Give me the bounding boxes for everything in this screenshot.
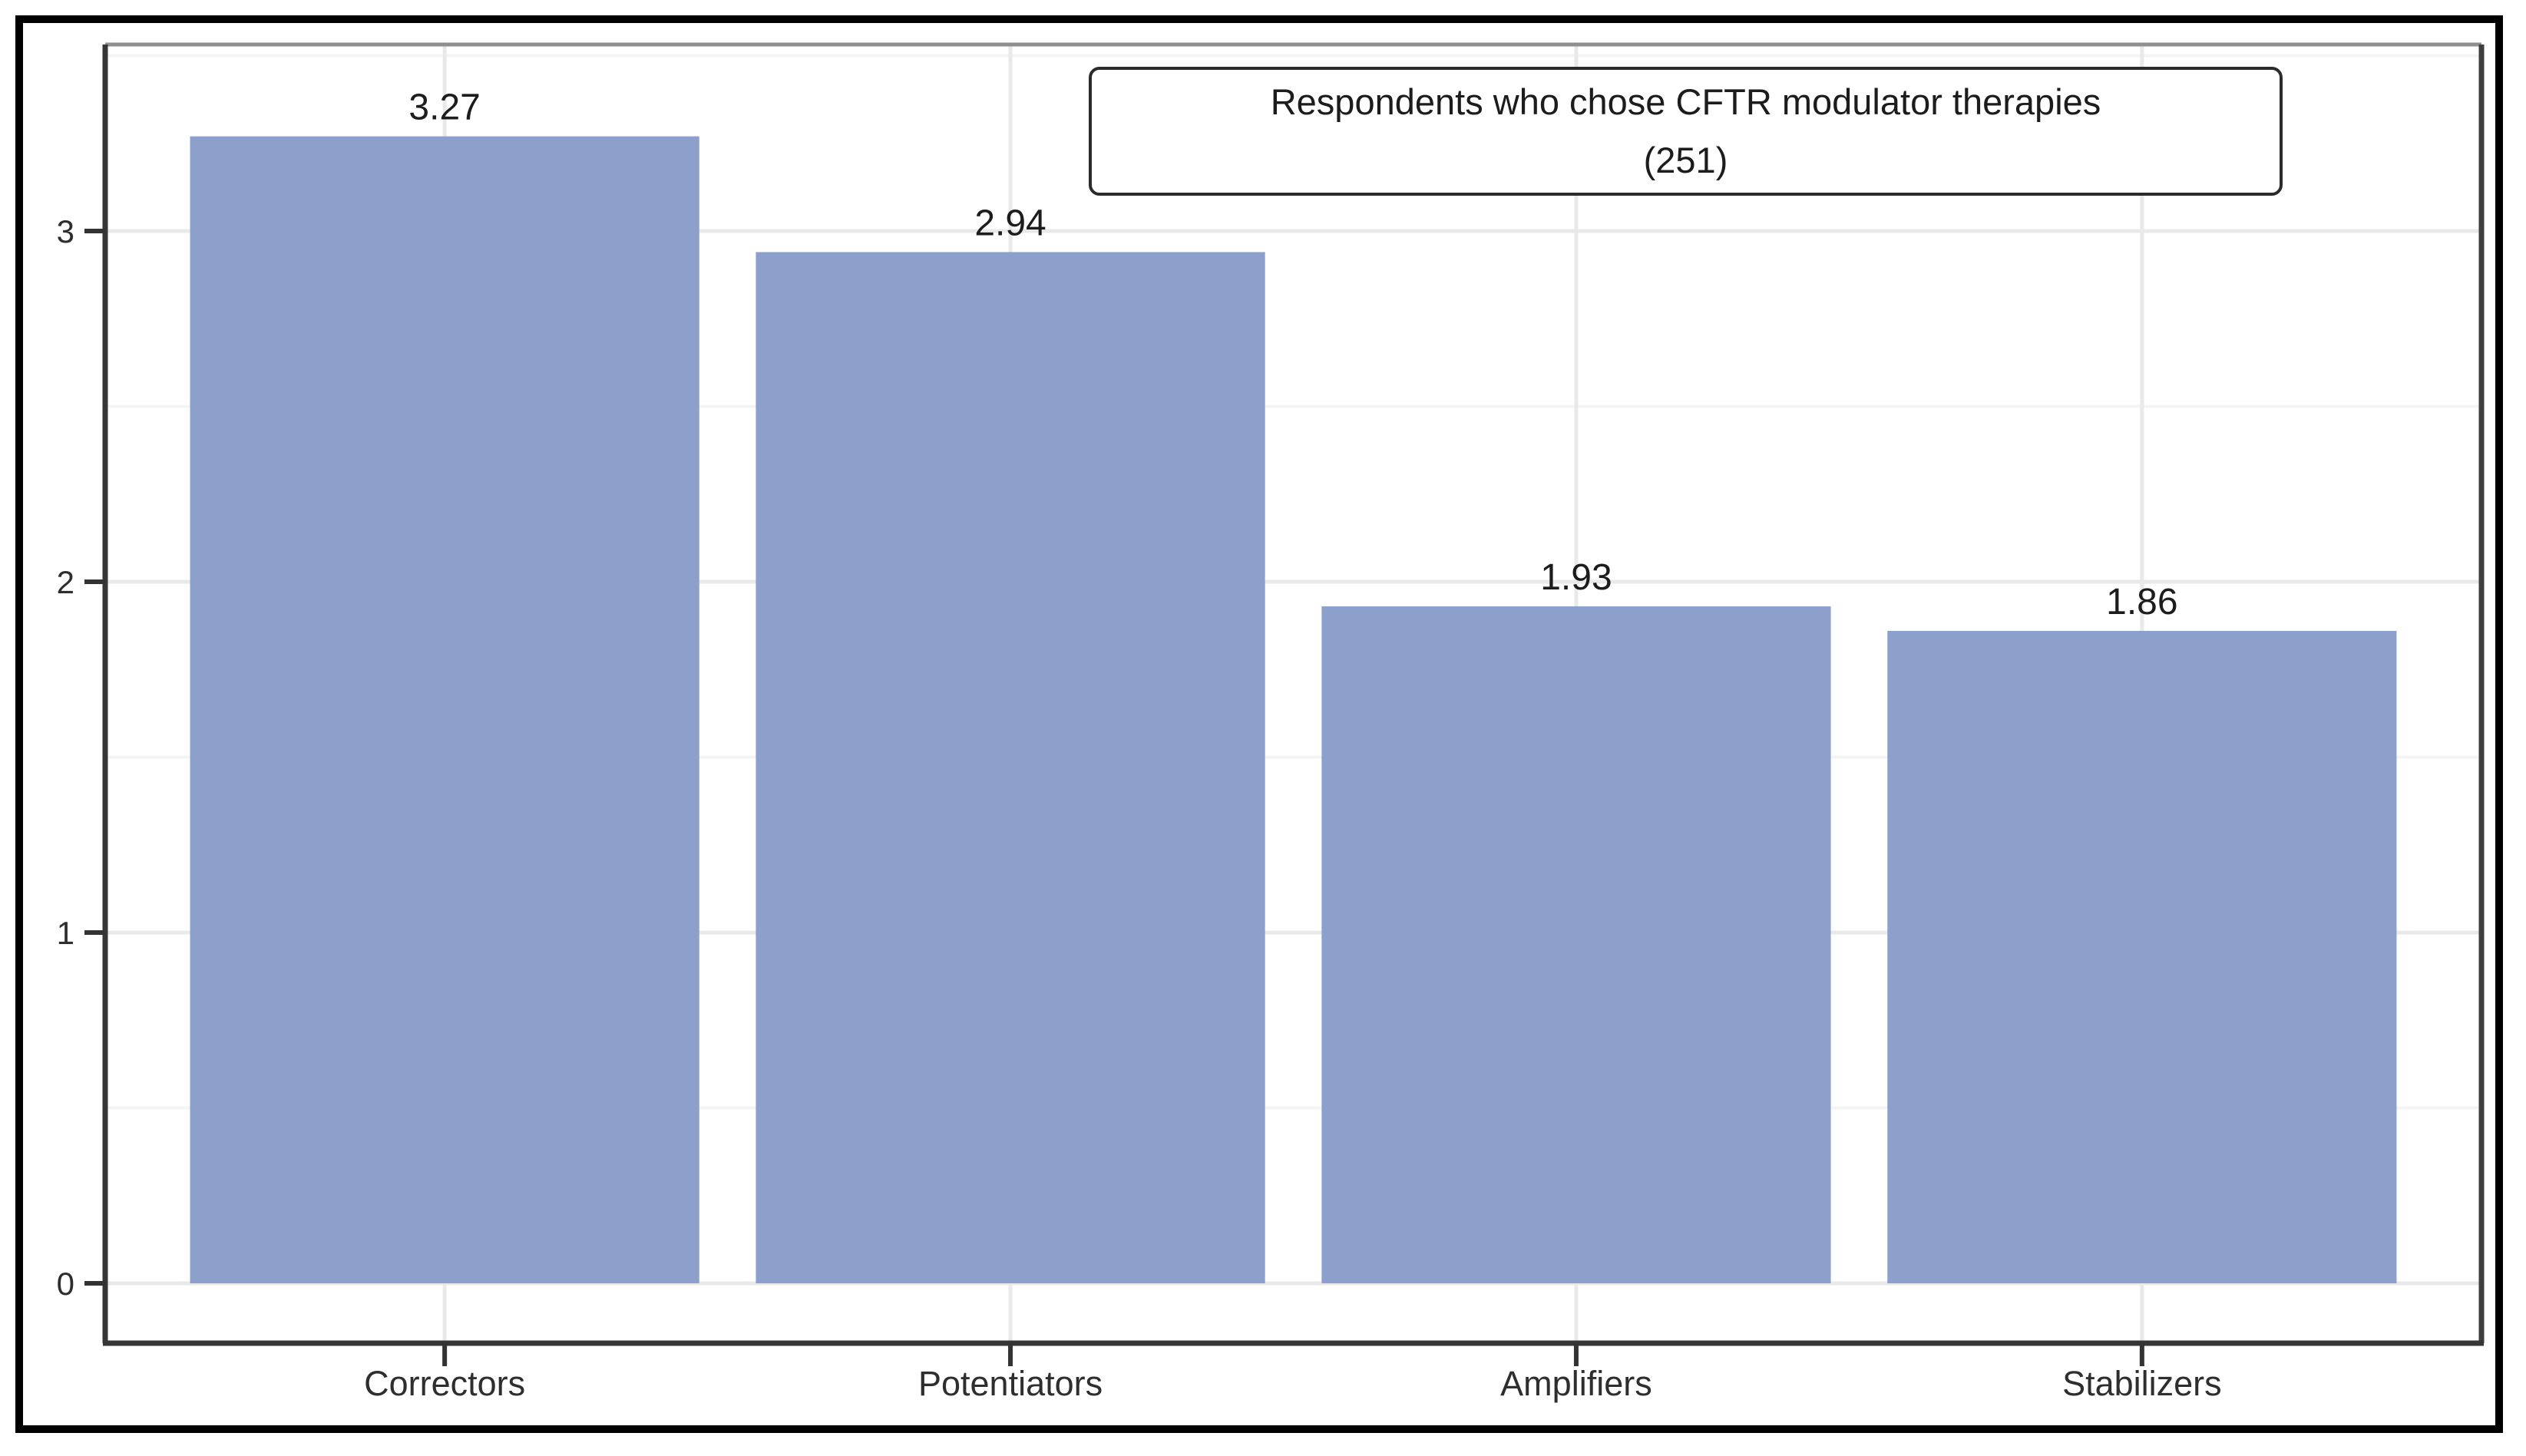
y-tick-label: 2: [57, 564, 74, 600]
chart-title-line1: Respondents who chose CFTR modulator the…: [1270, 81, 2101, 122]
bar-correctors: [190, 136, 699, 1284]
x-category-label-amplifiers: Amplifiers: [1500, 1364, 1652, 1403]
y-tick-label: 3: [57, 213, 74, 249]
chart-title-box: Respondents who chose CFTR modulator the…: [1089, 67, 2283, 196]
chart-title-line2: (251): [1643, 140, 1728, 180]
x-category-label-correctors: Correctors: [364, 1364, 525, 1403]
y-tick-label: 0: [57, 1266, 74, 1302]
bar-value-label-potentiators: 2.94: [974, 203, 1046, 243]
x-category-label-stabilizers: Stabilizers: [2062, 1364, 2222, 1403]
bar-value-label-correctors: 3.27: [408, 87, 480, 128]
bar-potentiators: [755, 252, 1265, 1283]
x-category-label-potentiators: Potentiators: [918, 1364, 1103, 1403]
y-tick-label: 1: [57, 915, 74, 951]
bar-stabilizers: [1887, 630, 2397, 1283]
bar-value-label-stabilizers: 1.86: [2106, 582, 2177, 622]
bar-value-label-amplifiers: 1.93: [1540, 557, 1612, 598]
bar-amplifiers: [1321, 606, 1831, 1283]
